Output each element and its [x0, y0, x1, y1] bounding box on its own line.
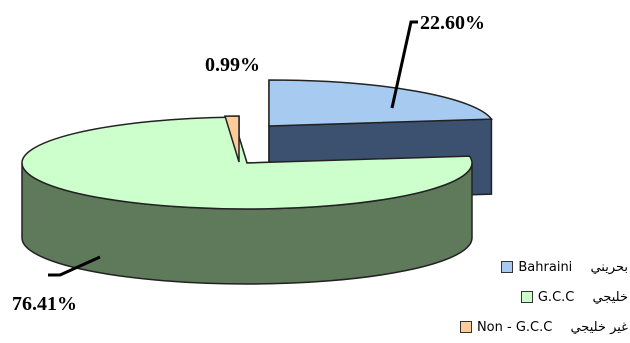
legend-label-bahraini-ar: بحريني	[590, 259, 628, 275]
data-label-non-gcc: 0.99%	[205, 54, 260, 76]
data-labels: 22.60% 76.41% 0.99%	[12, 12, 485, 315]
data-label-bahraini: 22.60%	[420, 12, 485, 34]
pie-slice-gcc	[21, 116, 473, 210]
legend-label-non-gcc: Non - G.C.C	[476, 319, 553, 335]
legend-swatch-non-gcc	[459, 321, 472, 333]
pie-top-layer	[21, 79, 493, 210]
legend: Bahraini بحريني G.C.C خليجي Non - G.C.C …	[438, 252, 628, 342]
data-label-gcc: 76.41%	[12, 293, 77, 315]
legend-label-bahraini: Bahraini	[518, 259, 573, 275]
legend-item-bahraini: Bahraini بحريني	[438, 252, 628, 282]
leader-line-bahraini	[390, 20, 418, 109]
pie-slice-bahraini	[268, 79, 493, 127]
pie-slice-non-gcc	[224, 115, 240, 163]
legend-label-non-gcc-ar: غير خليجي	[570, 319, 628, 335]
legend-label-gcc: G.C.C	[537, 289, 575, 305]
legend-swatch-bahraini	[501, 261, 514, 273]
legend-swatch-gcc	[520, 291, 533, 303]
leader-line-gcc	[48, 255, 101, 277]
legend-label-gcc-ar: خليجي	[592, 289, 629, 305]
legend-item-gcc: G.C.C خليجي	[438, 282, 628, 312]
legend-item-non-gcc: Non - G.C.C غير خليجي	[438, 312, 628, 342]
leader-lines	[48, 20, 418, 277]
